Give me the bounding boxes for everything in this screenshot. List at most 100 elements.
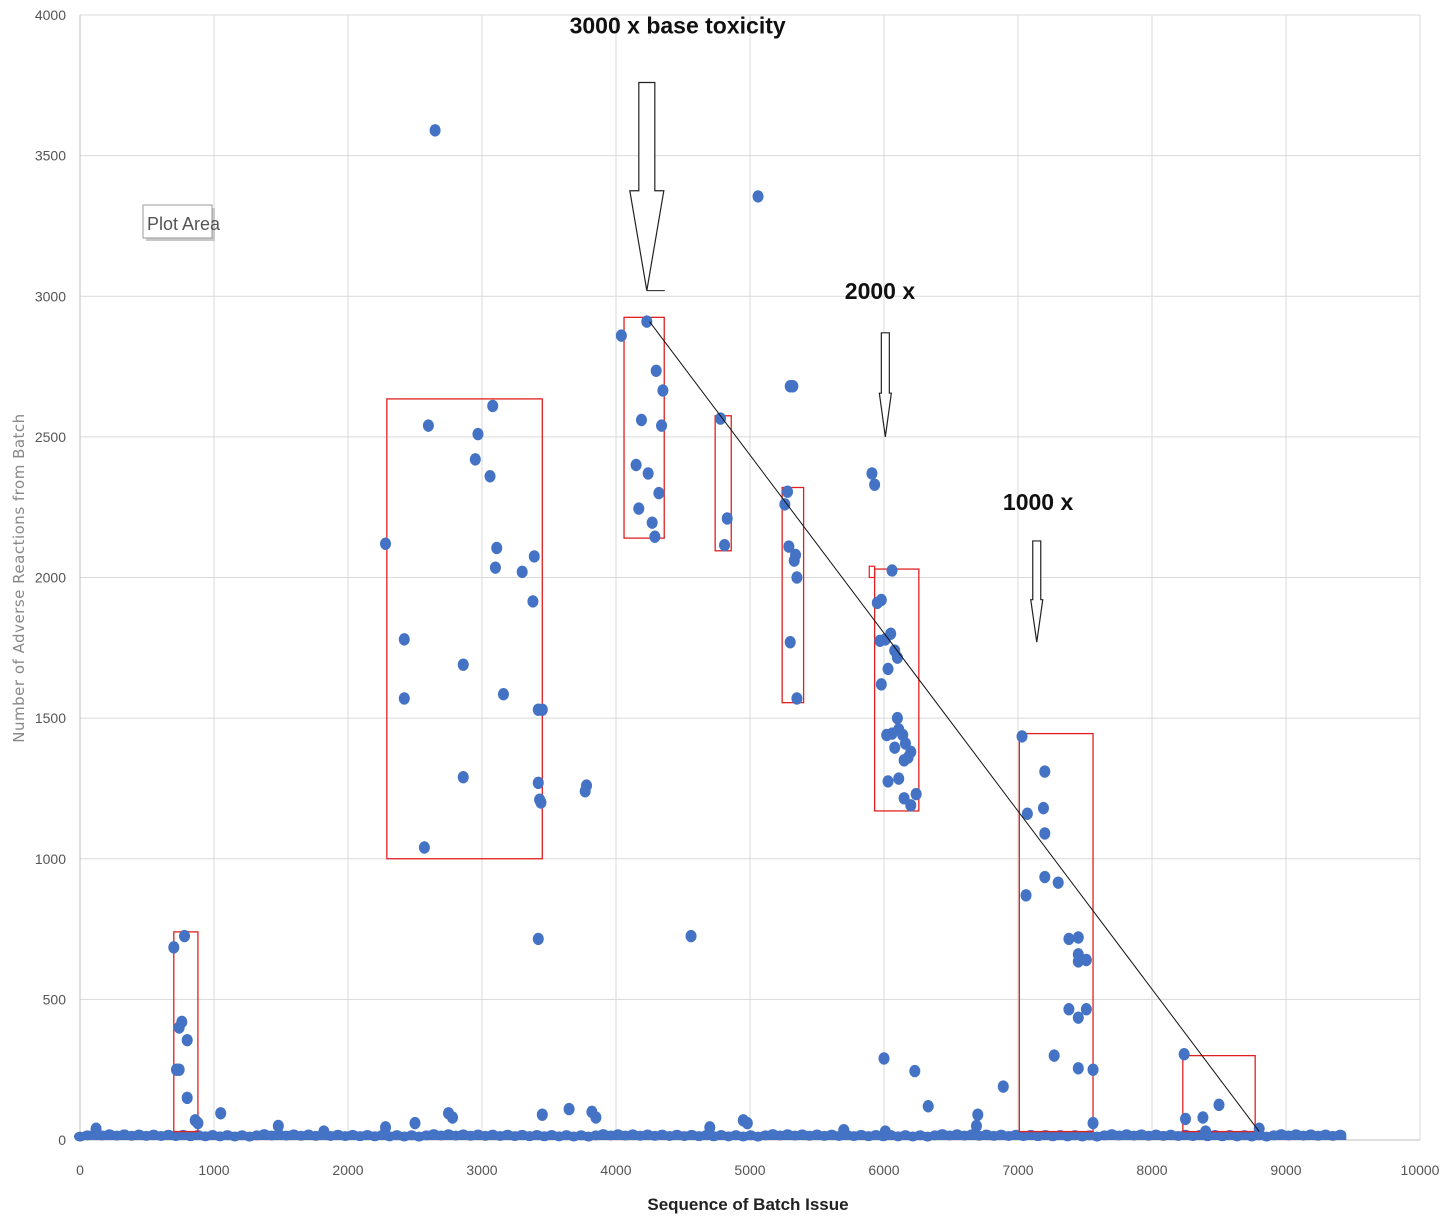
data-point [535, 796, 547, 809]
data-point [1200, 1125, 1212, 1138]
data-point [398, 633, 410, 646]
data-point [630, 458, 642, 472]
data-point [181, 1033, 193, 1047]
x-tick-label: 0 [76, 1162, 84, 1178]
data-point [484, 470, 496, 483]
data-point [882, 775, 894, 788]
trend-line [649, 321, 1260, 1132]
trend-line-segment [649, 321, 1260, 1132]
data-point [886, 727, 898, 740]
data-point [409, 1116, 421, 1130]
data-point [1178, 1048, 1190, 1061]
data-point [1063, 1003, 1075, 1016]
tick-labels: 0 1000 2000 3000 4000 5000 6000 7000 8000 9000 100… [35, 7, 1440, 1178]
data-point [457, 770, 469, 784]
data-point [173, 1063, 185, 1076]
x-tick-label: 9000 [1270, 1162, 1301, 1178]
data-point [715, 412, 727, 425]
data-point [1180, 1112, 1191, 1126]
data-point [909, 1064, 921, 1078]
data-point [272, 1119, 284, 1133]
x-tick-label: 6000 [868, 1162, 899, 1178]
data-point [875, 678, 887, 691]
data-point [866, 467, 878, 480]
data-point [779, 498, 791, 511]
data-point [784, 635, 796, 649]
data-point [457, 658, 469, 671]
data-point [1080, 953, 1092, 967]
data-point [487, 399, 499, 413]
data-point [1052, 876, 1064, 889]
baseline-point [1334, 1129, 1347, 1140]
y-tick-label: 1500 [35, 710, 66, 726]
data-point [532, 776, 544, 790]
data-point [1213, 1098, 1225, 1112]
data-point [891, 711, 903, 725]
data-point [1087, 1116, 1099, 1130]
x-tick-label: 3000 [466, 1162, 497, 1178]
data-point [879, 633, 891, 646]
data-points [90, 124, 1265, 1138]
y-tick-label: 3500 [35, 148, 66, 164]
data-point [882, 662, 894, 676]
data-point [532, 932, 544, 946]
data-point [838, 1123, 850, 1137]
data-point [972, 1108, 984, 1121]
data-point [491, 541, 503, 555]
data-point [1039, 765, 1051, 778]
x-tick-label: 5000 [734, 1162, 765, 1178]
data-point [741, 1116, 753, 1130]
data-point [536, 1108, 548, 1121]
baseline-band [74, 1129, 1347, 1142]
x-tick-label: 2000 [332, 1162, 363, 1178]
y-tick-label: 2000 [35, 570, 66, 586]
data-point [1072, 1011, 1084, 1024]
data-point [791, 571, 803, 584]
data-point [649, 530, 661, 543]
data-point [791, 692, 803, 705]
annotation-arrow [1030, 540, 1044, 643]
x-tick-label: 7000 [1002, 1162, 1033, 1178]
y-tick-label: 1000 [35, 851, 66, 867]
annotation-label: 1000 x [1003, 489, 1074, 515]
data-point [752, 190, 764, 203]
data-point [192, 1116, 204, 1130]
plot-area-tag: Plot Area [142, 204, 221, 241]
data-point [922, 1100, 934, 1113]
data-point [782, 485, 794, 498]
data-point [910, 787, 922, 801]
data-point [1063, 932, 1075, 946]
data-point [1087, 1063, 1099, 1076]
annotation-label: 3000 x base toxicity [570, 12, 786, 38]
data-point [633, 502, 645, 515]
y-tick-label: 4000 [35, 7, 66, 23]
data-point [721, 512, 733, 525]
highlight-box [1182, 1054, 1256, 1133]
data-point [447, 1111, 459, 1124]
annotation-arrow [629, 81, 665, 291]
data-point [685, 929, 697, 943]
data-point [1072, 1062, 1084, 1075]
data-point [878, 1052, 890, 1065]
y-tick-label: 0 [58, 1132, 66, 1148]
data-point [646, 516, 658, 529]
x-tick-label: 8000 [1136, 1162, 1167, 1178]
data-point [418, 841, 430, 854]
data-point [905, 799, 917, 812]
y-tick-label: 3000 [35, 288, 66, 304]
data-point [641, 315, 653, 328]
data-point [783, 540, 795, 553]
data-point [1197, 1111, 1209, 1124]
data-point [1037, 801, 1049, 815]
data-point [997, 1080, 1009, 1093]
x-tick-label: 4000 [600, 1162, 631, 1178]
highlight-box [1018, 732, 1094, 1133]
data-point [1048, 1049, 1060, 1062]
data-point [398, 692, 410, 705]
data-point [898, 754, 910, 767]
data-point [516, 565, 528, 579]
data-point [563, 1102, 575, 1116]
data-point [719, 538, 731, 552]
data-point [970, 1119, 982, 1133]
